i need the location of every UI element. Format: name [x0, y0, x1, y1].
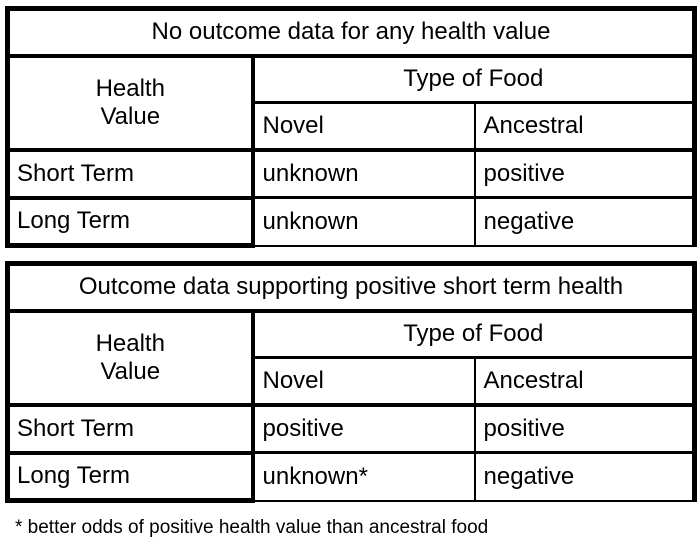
table-title: No outcome data for any health value [5, 6, 697, 58]
cell-short-term-novel: unknown [251, 148, 476, 199]
column-header-ancestral: Ancestral [473, 101, 697, 152]
row-label-long-term: Long Term [5, 195, 255, 248]
type-of-food-header: Type of Food [251, 309, 697, 359]
table-row: Outcome data supporting positive short t… [5, 261, 697, 313]
table-row: Long Term unknown negative [5, 195, 697, 248]
table-no-outcome-data: No outcome data for any health value Hea… [5, 6, 697, 248]
health-value-line1: Health [95, 329, 165, 357]
footnote: * better odds of positive health value t… [15, 517, 489, 538]
table-row: Novel Ancestral [8, 356, 697, 407]
cell-long-term-ancestral: negative [473, 451, 697, 502]
table-row: Short Term positive positive [5, 402, 697, 455]
cell-short-term-ancestral: positive [473, 403, 697, 454]
table-row: Health Value Type of Food [5, 308, 697, 407]
table-row: Long Term unknown* negative [5, 450, 697, 503]
health-value-header: Health Value [5, 308, 255, 407]
table-title: Outcome data supporting positive short t… [5, 261, 697, 313]
cell-long-term-novel: unknown [251, 196, 476, 247]
health-value-line1: Health [95, 74, 165, 102]
column-header-novel: Novel [251, 101, 476, 152]
row-label-long-term: Long Term [5, 450, 255, 503]
table-row: Health Value Type of Food [5, 53, 697, 152]
health-value-line2: Value [100, 102, 161, 130]
health-value-line2: Value [100, 357, 161, 385]
table-row: No outcome data for any health value [5, 6, 697, 58]
table-row: Short Term unknown positive [5, 147, 697, 200]
health-value-header: Health Value [5, 53, 255, 152]
cell-short-term-novel: positive [251, 403, 476, 454]
table-row: Novel Ancestral [8, 101, 697, 152]
cell-long-term-ancestral: negative [473, 196, 697, 247]
column-header-novel: Novel [251, 356, 476, 407]
type-of-food-header: Type of Food [251, 54, 697, 104]
column-header-ancestral: Ancestral [473, 356, 697, 407]
table-outcome-data-positive: Outcome data supporting positive short t… [5, 261, 697, 503]
cell-short-term-ancestral: positive [473, 148, 697, 199]
cell-long-term-novel: unknown* [251, 451, 476, 502]
row-label-short-term: Short Term [5, 147, 255, 200]
row-label-short-term: Short Term [5, 402, 255, 455]
